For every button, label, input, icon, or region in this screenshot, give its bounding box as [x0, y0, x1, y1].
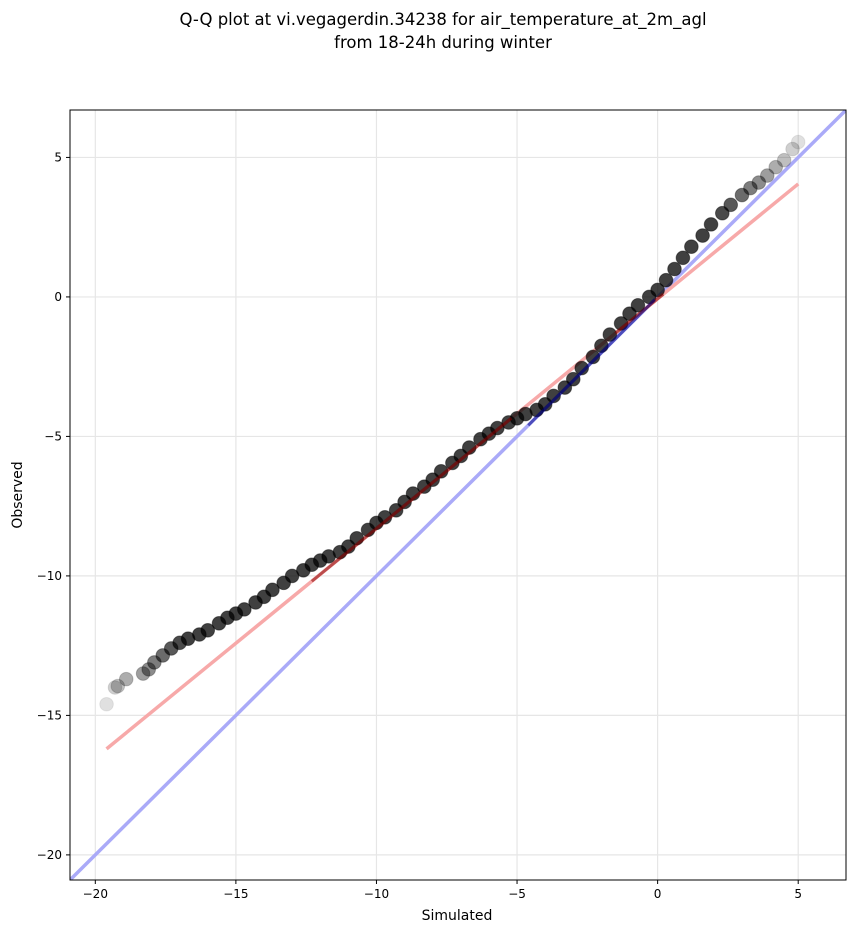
- quantile-point: [675, 250, 691, 266]
- x-tick-label: −5: [508, 887, 526, 901]
- axis-ticks: −20 −15 −10 −5 0 5 −20 −15 −10 −5 0 5: [37, 150, 802, 901]
- quantile-point: [594, 338, 609, 354]
- quantile-point: [759, 168, 775, 183]
- reference-lines: [70, 110, 846, 880]
- x-tick-label: 5: [794, 887, 802, 901]
- plot-frame: [69, 109, 847, 881]
- x-tick-label: −10: [364, 887, 389, 901]
- grid-lines: [70, 110, 846, 880]
- quantile-point: [546, 388, 561, 404]
- quantile-point: [453, 448, 469, 464]
- line-overlays: [310, 293, 665, 583]
- quantile-point: [743, 180, 758, 196]
- quantile-point: [135, 666, 151, 681]
- quantile-point: [265, 582, 280, 598]
- y-tick-label: 0: [54, 290, 62, 304]
- quantile-point: [751, 175, 767, 190]
- x-tick-label: −20: [83, 887, 108, 901]
- quantile-point: [695, 228, 710, 243]
- quantile-point: [602, 327, 618, 342]
- quantile-point: [107, 680, 123, 695]
- chart-title: Q-Q plot at vi.vegagerdin.34238 for air_…: [179, 10, 706, 30]
- quantile-points: [99, 134, 806, 712]
- quantile-point: [574, 360, 590, 376]
- chart-subtitle: from 18-24h during winter: [334, 33, 552, 52]
- quantile-point: [200, 623, 216, 638]
- x-axis-label: Simulated: [422, 908, 493, 924]
- y-tick-label: −5: [44, 429, 62, 443]
- quantile-point: [397, 494, 412, 510]
- quantile-point: [585, 349, 601, 365]
- quantile-point: [650, 282, 665, 298]
- quantile-point: [284, 568, 300, 584]
- identity-line: [70, 110, 846, 880]
- quantile-point: [684, 239, 699, 255]
- quantile-point: [658, 272, 674, 288]
- quantile-point: [630, 297, 646, 313]
- quantile-point: [703, 217, 719, 232]
- y-tick-label: 5: [54, 150, 62, 164]
- quantile-point: [99, 696, 114, 712]
- quantile-point: [714, 205, 730, 221]
- quantile-point: [118, 671, 134, 687]
- quantile-point: [537, 397, 553, 412]
- quantile-point: [723, 197, 739, 213]
- quantile-point: [768, 159, 784, 175]
- fit-line-overlay: [310, 417, 513, 583]
- x-tick-label: 0: [654, 887, 662, 901]
- y-tick-label: −15: [37, 708, 62, 722]
- y-tick-label: −20: [37, 848, 62, 862]
- quantile-point: [425, 472, 440, 487]
- quantile-point: [110, 678, 126, 694]
- x-tick-label: −15: [223, 887, 248, 901]
- quantile-point: [790, 134, 806, 150]
- quantile-point: [667, 261, 682, 277]
- identity-line-overlay: [527, 298, 656, 427]
- quantile-point: [776, 152, 792, 168]
- quantile-point: [785, 141, 800, 157]
- y-tick-label: −10: [37, 569, 62, 583]
- y-axis-label: Observed: [10, 461, 26, 528]
- quantile-point: [237, 602, 252, 617]
